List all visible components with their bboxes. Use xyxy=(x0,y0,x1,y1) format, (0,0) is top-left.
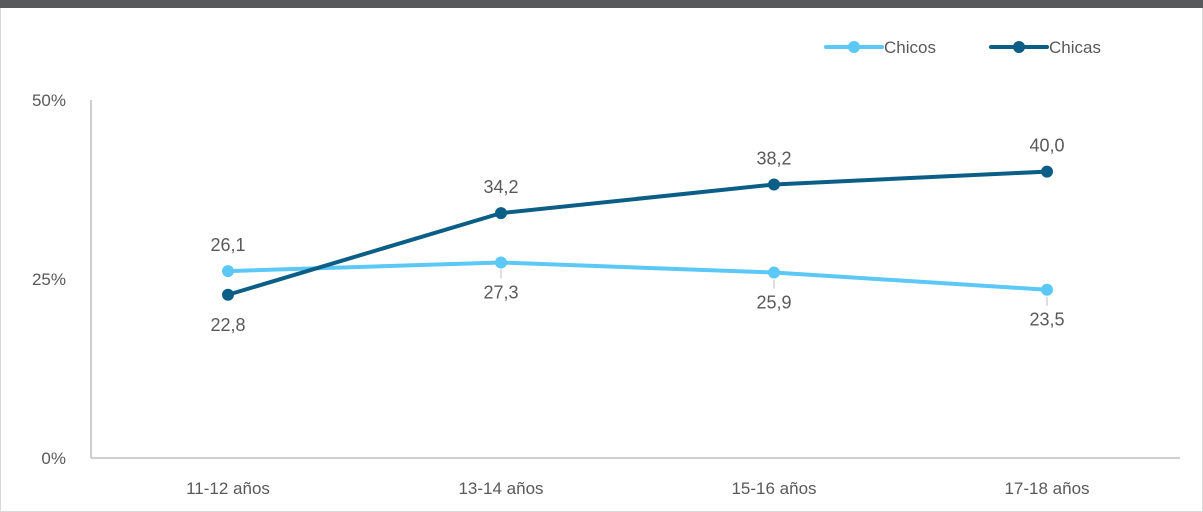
x-category-label: 13-14 años xyxy=(458,479,543,498)
y-tick-label: 50% xyxy=(32,91,66,110)
legend-item-chicos: Chicos xyxy=(824,38,936,57)
data-label-chicas: 22,8 xyxy=(210,315,245,335)
legend: Chicos Chicas xyxy=(824,38,1101,57)
y-tick-label: 0% xyxy=(41,449,66,468)
chart-top-bar xyxy=(0,0,1203,8)
y-tick-label: 25% xyxy=(32,270,66,289)
data-label-chicas: 40,0 xyxy=(1029,136,1064,156)
data-point-chicas xyxy=(1041,165,1053,178)
legend-marker xyxy=(1013,41,1025,53)
data-label-chicas: 38,2 xyxy=(756,148,791,168)
data-point-chicas xyxy=(768,178,780,191)
data-label-chicos: 27,3 xyxy=(483,283,518,303)
data-label-chicos: 23,5 xyxy=(1029,310,1064,330)
series-line-chicas xyxy=(226,169,1049,297)
data-point-chicos xyxy=(222,265,234,278)
x-category-label: 15-16 años xyxy=(731,479,816,498)
axes xyxy=(90,100,1180,459)
x-category-labels: 11-12 años 13-14 años 15-16 años 17-18 años xyxy=(186,479,1089,498)
x-category-label: 11-12 años xyxy=(186,479,270,498)
y-tick-labels: 0% 25% 50% xyxy=(32,91,66,468)
legend-label: Chicos xyxy=(884,38,936,57)
data-point-chicos xyxy=(768,266,780,279)
x-category-label: 17-18 años xyxy=(1004,479,1089,498)
data-point-chicas xyxy=(495,207,507,220)
series-line-chicos xyxy=(226,260,1049,292)
legend-label: Chicas xyxy=(1049,38,1101,57)
data-label-chicos: 26,1 xyxy=(210,235,245,255)
series-layer xyxy=(222,165,1053,301)
data-label-chicos: 25,9 xyxy=(756,293,791,313)
legend-item-chicas: Chicas xyxy=(989,38,1101,57)
legend-marker xyxy=(848,41,860,53)
data-point-chicas xyxy=(222,288,234,301)
data-label-chicas: 34,2 xyxy=(483,177,518,197)
data-point-chicos xyxy=(1041,283,1053,296)
data-point-chicos xyxy=(495,256,507,269)
data-labels: 26,1 27,3 25,9 23,5 22,8 34,2 38,2 40,0 xyxy=(210,136,1064,335)
